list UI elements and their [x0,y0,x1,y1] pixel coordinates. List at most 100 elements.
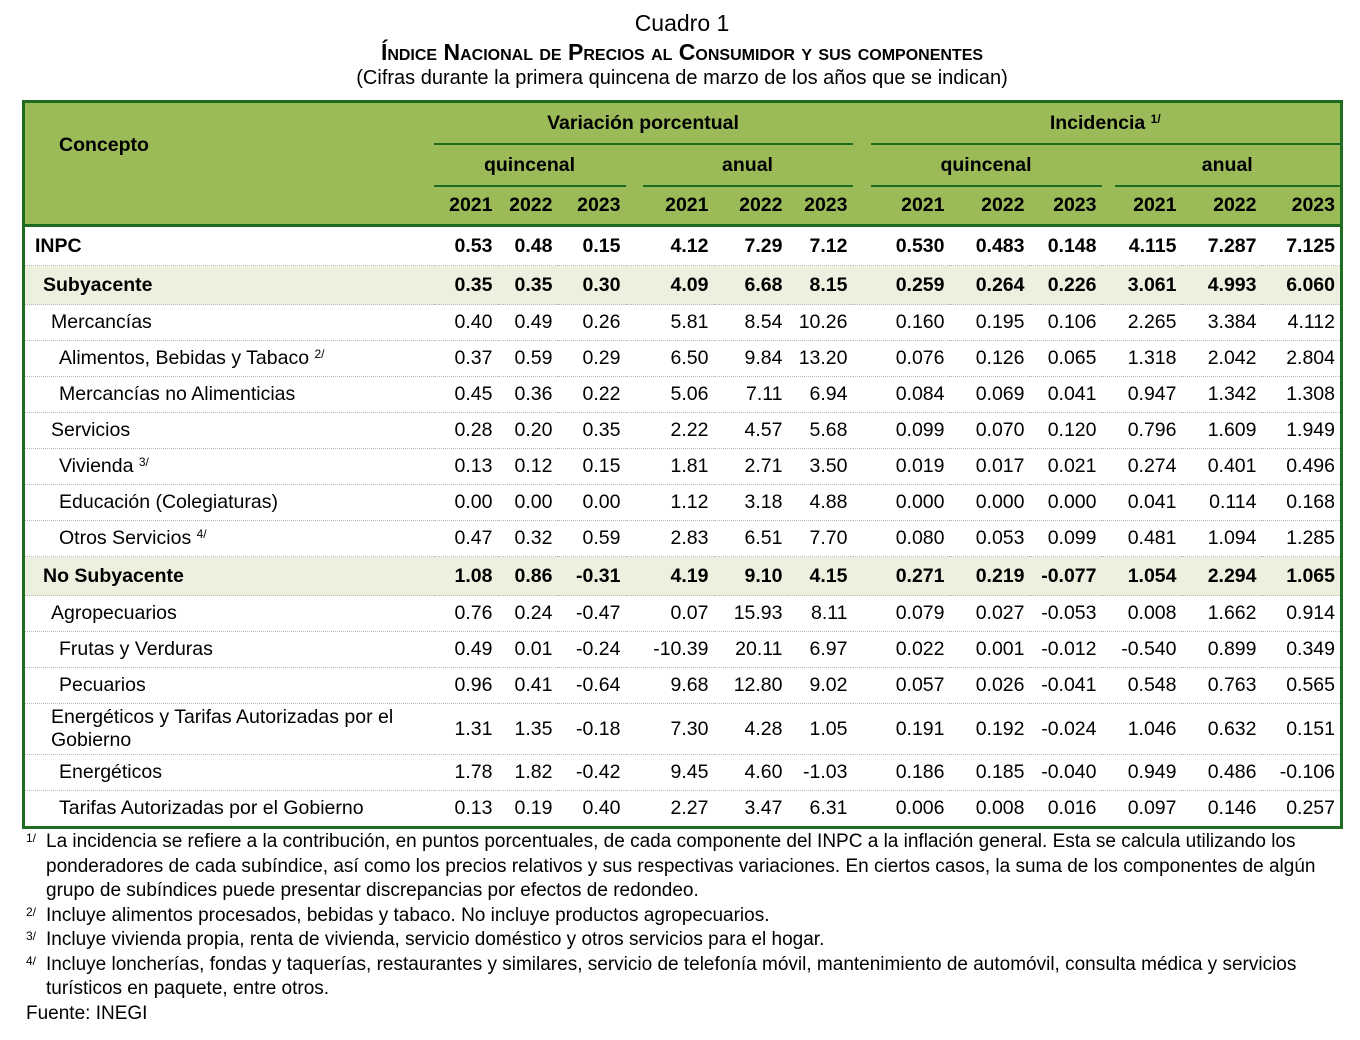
footnote: 3/Incluye vivienda propia, renta de vivi… [26,928,1344,953]
header-year: 2023 [787,187,853,227]
value-cell: 0.019 [852,448,950,485]
footnote-ref: 4/ [196,527,207,541]
value-cell: 0.96 [433,667,498,704]
value-cell: 0.008 [1101,595,1182,632]
header-year: 2022 [713,187,788,227]
row-label: Vivienda 3/ [23,448,434,485]
table-number: Cuadro 1 [634,10,730,36]
value-cell: -0.077 [1029,556,1102,596]
value-cell: -0.31 [557,556,626,596]
footnote: 2/Incluye alimentos procesados, bebidas … [26,904,1344,929]
footnote-text: La incidencia se refiere a la contribuci… [46,831,1316,901]
value-cell: -0.041 [1029,667,1102,704]
value-cell: 0.35 [433,265,498,305]
value-cell: 0.13 [454,797,493,819]
value-cell: 0.192 [949,703,1030,755]
row-label: Energéticos [23,754,434,791]
value-cell: 0.027 [949,595,1030,632]
value-cell: 1.12 [625,484,714,521]
value-cell: 7.12 [787,225,853,266]
value-cell: 0.796 [1101,412,1182,449]
value-cell: 0.079 [852,595,950,632]
footnote-ref: 2/ [314,347,325,361]
footnote-ref: 3/ [138,455,149,469]
value-cell: -0.012 [1029,631,1102,668]
value-cell: 0.24 [497,595,558,632]
value-cell: 0.000 [1029,484,1102,521]
table-row: Otros Servicios 4/0.47 0.32 0.59 2.83 6.51 7.… [23,520,1342,557]
value-cell: 0.126 [949,340,1030,377]
value-cell: 0.001 [949,631,1030,668]
table-row: Mercancías 0.40 0.49 0.26 5.81 8.54 10.26 0.160… [23,304,1342,341]
value-cell: 0.000 [852,484,950,521]
value-cell: 0.195 [949,304,1030,341]
value-cell: 1.82 [497,754,558,791]
value-cell: 8.15 [787,265,853,305]
value-cell: 0.565 [1261,667,1342,704]
value-cell: 0.899 [1181,631,1262,668]
value-cell: 1.054 [1101,556,1182,596]
value-cell: 1.065 [1261,556,1342,596]
value-cell: 7.70 [787,520,853,557]
value-cell: 5.68 [787,412,853,449]
value-cell: 0.257 [1286,797,1335,819]
footnote-mark: 2/ [26,904,37,919]
value-cell: 4.09 [625,265,714,305]
value-cell: 0.349 [1261,631,1342,668]
value-cell: 4.112 [1261,304,1342,341]
footnotes: 1/La incidencia se refiere a la contribu… [26,830,1344,1026]
value-cell: 4.28 [713,703,788,755]
value-cell: 6.50 [625,340,714,377]
value-cell: 0.481 [1101,520,1182,557]
table-row: No Subyacente 1.08 0.86 -0.31 4.19 9.10 4.15 0.… [23,556,1342,596]
value-cell: 7.287 [1181,225,1262,266]
value-cell: 0.084 [852,376,950,413]
footnote-text: Incluye vivienda propia, renta de vivien… [46,929,825,950]
value-cell: 0.022 [852,631,950,668]
value-cell: 4.115 [1101,225,1182,266]
value-cell: 1.35 [497,703,558,755]
value-cell: 0.219 [949,556,1030,596]
header-year: 2021 [1101,187,1182,227]
value-cell: 2.265 [1101,304,1182,341]
value-cell: 0.168 [1261,484,1342,521]
value-cell: 0.07 [625,595,714,632]
value-cell: 0.271 [852,556,950,596]
value-cell: 6.51 [713,520,788,557]
row-label: Otros Servicios 4/ [23,520,434,557]
value-cell: 0.15 [557,448,626,485]
value-cell: 0.40 [433,304,498,341]
value-cell: 9.10 [713,556,788,596]
header-year: 2022 [497,187,558,227]
table-row: INPC 0.53 0.48 0.15 4.12 7.29 7.12 0.530 0.483 0.… [23,225,1342,266]
table-row: Servicios 0.28 0.20 0.35 2.22 4.57 5.68 0.099 0.… [23,412,1342,449]
value-cell: 8.54 [713,304,788,341]
value-cell: 0.35 [557,412,626,449]
value-cell: 10.26 [787,304,853,341]
value-cell: 4.12 [625,225,714,266]
value-cell: 1.05 [787,703,853,755]
value-cell: 6.97 [787,631,853,668]
value-cell: 0.146 [1207,797,1257,819]
value-cell: 15.93 [713,595,788,632]
value-cell: 4.993 [1181,265,1262,305]
value-cell: 6.060 [1261,265,1342,305]
value-cell: 0.057 [852,667,950,704]
value-cell: 0.30 [557,265,626,305]
value-cell: 0.36 [497,376,558,413]
table-row: Energéticos y Tarifas Autorizadas por el… [23,703,1342,755]
value-cell: 1.78 [433,754,498,791]
header-year: 2023 [1029,187,1102,227]
value-cell: 0.114 [1181,484,1262,521]
value-cell: 7.11 [713,376,788,413]
value-cell: 0.483 [949,225,1030,266]
table-title: Índice Nacional de Precios al Consumidor… [380,39,984,65]
value-cell: 3.384 [1181,304,1262,341]
value-cell: 7.30 [625,703,714,755]
row-label: Pecuarios [23,667,434,704]
value-cell: 0.486 [1181,754,1262,791]
header-inc-quincenal: quincenal [870,145,1102,187]
value-cell: 0.632 [1181,703,1262,755]
value-cell: 9.02 [787,667,853,704]
value-cell: 1.609 [1181,412,1262,449]
